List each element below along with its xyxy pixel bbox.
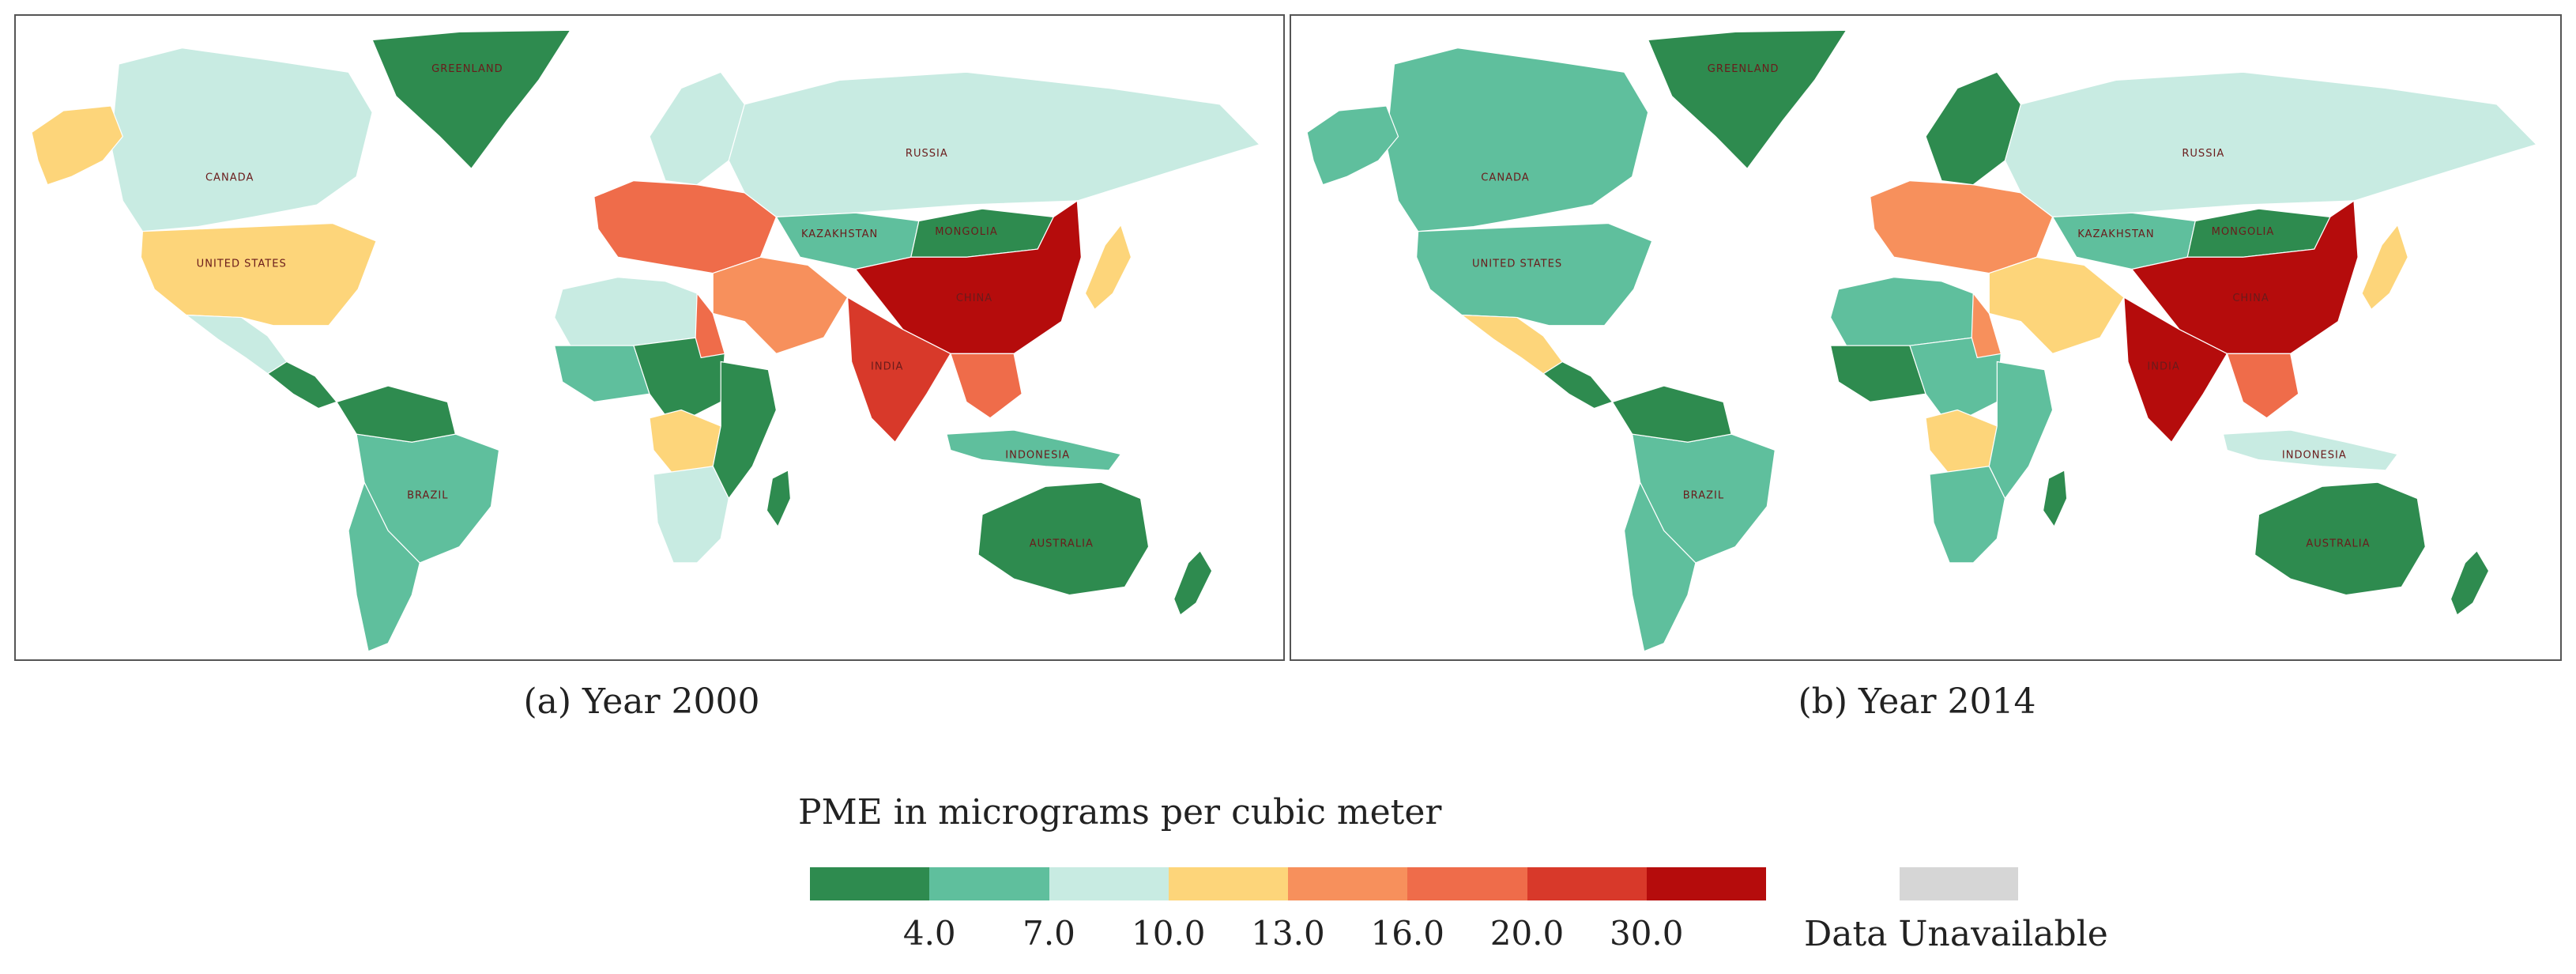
legend-swatch-2 [929,867,1049,900]
label-mongolia: MONGOLIA [2212,226,2275,238]
legend-tick-label: 16.0 [1370,914,1445,953]
region-australia [2254,481,2426,596]
region-australia [977,481,1150,596]
region-indonesia [2222,429,2399,471]
region-north-africa [1829,277,1974,346]
label-united-states: UNITED STATES [197,258,287,270]
region-united-states [140,222,377,327]
world-map-year-2014: GREENLAND CANADA UNITED STATES BRAZIL RUSSIA… [1306,29,2538,652]
legend-swatch-1 [810,867,930,900]
region-scandinavia [649,71,745,186]
region-canada [1385,47,1649,232]
region-india [846,296,951,444]
legend-swatch-6 [1407,867,1527,900]
legend-tick-label: 4.0 [902,914,956,953]
region-east-africa [1988,361,2054,500]
region-greenland [371,29,571,170]
region-middle-east [1988,256,2125,355]
region-new-zealand [2450,549,2490,617]
region-scandinavia [1925,71,2022,186]
region-russia [2004,71,2538,217]
label-russia: RUSSIA [906,148,948,160]
region-southeast-asia [950,353,1022,419]
label-canada: CANADA [1481,172,1529,184]
region-egypt [1971,292,2002,359]
region-india [2123,296,2228,444]
legend-tick-label: 10.0 [1131,914,1206,953]
map-panel-year-2000: GREENLAND CANADA UNITED STATES BRAZIL RUSSIA… [14,14,1285,661]
region-southeast-asia [2226,353,2299,419]
region-northern-south-america [1611,385,1732,443]
label-india: INDIA [2147,361,2179,373]
region-central-america [266,361,338,410]
legend-swatch-4 [1168,867,1288,900]
region-china [854,199,1082,354]
region-new-zealand [1173,549,1213,617]
label-greenland: GREENLAND [1708,63,1779,75]
region-japan [2361,224,2408,311]
label-china: CHINA [2232,293,2269,304]
label-china: CHINA [956,293,992,304]
legend-title: PME in micrograms per cubic meter [798,792,1442,832]
region-west-africa [1829,345,1926,403]
legend-swatch-8 [1646,867,1766,900]
label-indonesia: INDONESIA [1005,450,1070,462]
region-central-america [1542,361,1614,410]
data-unavailable-label: Data Unavailable [1804,914,2108,954]
caption-year-2000: (a) Year 2000 [523,681,760,722]
region-southern-africa [1929,466,2006,564]
label-australia: AUSTRALIA [2306,538,2370,549]
region-congo [1925,409,1998,475]
label-russia: RUSSIA [2182,148,2224,160]
label-united-states: UNITED STATES [1472,258,1562,270]
label-indonesia: INDONESIA [2282,450,2347,462]
region-middle-east [712,256,849,355]
region-alaska [31,105,124,186]
label-brazil: BRAZIL [407,489,448,501]
region-east-africa [712,361,778,500]
label-india: INDIA [871,361,903,373]
region-greenland [1647,29,1847,170]
label-kazakhstan: KAZAKHSTAN [801,228,878,240]
region-west-africa [553,345,650,403]
region-china [2130,199,2359,354]
region-north-africa [554,277,698,346]
region-northern-south-america [336,385,457,443]
region-alaska [1306,105,1399,186]
caption-year-2014: (b) Year 2014 [1798,681,2036,722]
region-japan [1084,224,1132,311]
legend-tick-label: 20.0 [1489,914,1565,953]
region-canada [110,47,373,232]
legend-tick-label: 13.0 [1251,914,1325,953]
legend-swatch-5 [1288,867,1408,900]
legend-tick-label: 30.0 [1609,914,1684,953]
world-map-year-2000: GREENLAND CANADA UNITED STATES BRAZIL RUSSIA… [31,29,1261,652]
legend-color-bar [810,867,1766,900]
region-madagascar [2042,469,2068,528]
label-mongolia: MONGOLIA [935,226,998,238]
data-unavailable-swatch [1900,867,2018,900]
legend-swatch-7 [1527,867,1647,900]
label-australia: AUSTRALIA [1030,538,1094,549]
region-egypt [695,292,726,359]
legend-swatch-3 [1049,867,1169,900]
label-brazil: BRAZIL [1683,489,1724,501]
region-southern-africa [653,466,729,564]
region-indonesia [946,429,1122,471]
region-united-states [1415,222,1653,327]
region-russia [728,71,1261,217]
map-panel-year-2014: GREENLAND CANADA UNITED STATES BRAZIL RUSSIA… [1290,14,2562,661]
legend-tick-label: 7.0 [1022,914,1075,953]
region-madagascar [766,469,792,528]
label-canada: CANADA [205,172,254,184]
label-greenland: GREENLAND [431,63,503,75]
label-kazakhstan: KAZAKHSTAN [2077,228,2154,240]
region-congo [649,409,721,475]
